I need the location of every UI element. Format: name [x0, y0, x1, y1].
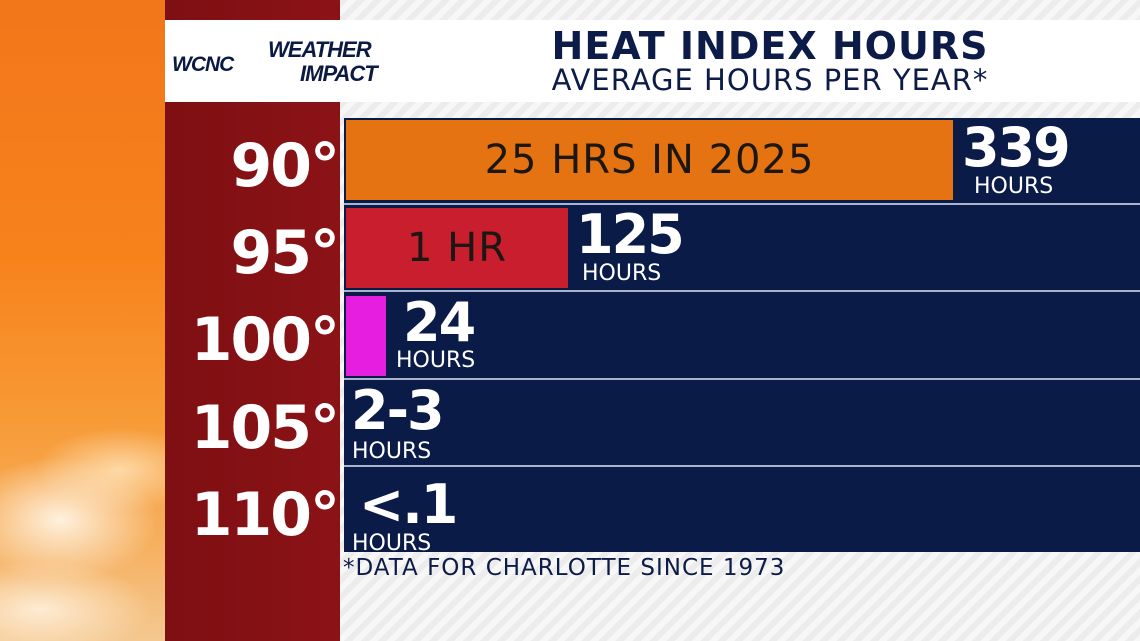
value-label: 339 — [962, 116, 1071, 179]
footnote: *DATA FOR CHARLOTTE SINCE 1973 — [343, 555, 786, 581]
logo-impact: IMPACT — [300, 61, 378, 86]
unit-label: HOURS — [974, 174, 1054, 199]
category-label: 105° — [190, 393, 340, 463]
unit-label: HOURS — [352, 531, 432, 556]
bar-2025-95: 1 HR — [346, 208, 568, 288]
chart-title: HEAT INDEX HOURS — [551, 24, 989, 68]
value-label: 2-3 — [351, 379, 445, 442]
category-label: 90° — [230, 131, 341, 201]
sunset-background — [0, 0, 165, 641]
station-logo: WCNC WEATHER IMPACT — [172, 37, 412, 89]
value-label: 125 — [576, 203, 685, 266]
logo-station: WCNC — [172, 53, 234, 76]
logo-weather: WEATHER — [268, 37, 372, 62]
bar-label: 25 HRS IN 2025 — [484, 137, 815, 183]
row-divider — [344, 290, 1140, 292]
bar-label: 1 HR — [406, 225, 508, 271]
unit-label: HOURS — [352, 439, 432, 464]
row-divider — [344, 378, 1140, 380]
bar-2025-90: 25 HRS IN 2025 — [346, 120, 953, 200]
category-label: 100° — [190, 305, 340, 375]
bar-2025-100 — [346, 296, 386, 376]
row-divider — [344, 465, 1140, 467]
header-panel — [165, 20, 1140, 102]
category-label: 95° — [230, 218, 341, 288]
unit-label: HOURS — [582, 261, 662, 286]
value-label: <.1 — [359, 473, 458, 536]
value-label: 24 — [403, 291, 476, 354]
temperature-column — [165, 0, 340, 641]
category-label: 110° — [190, 480, 340, 550]
unit-label: HOURS — [396, 348, 476, 373]
row-divider — [344, 203, 1140, 205]
chart-subtitle: AVERAGE HOURS PER YEAR* — [551, 63, 989, 97]
